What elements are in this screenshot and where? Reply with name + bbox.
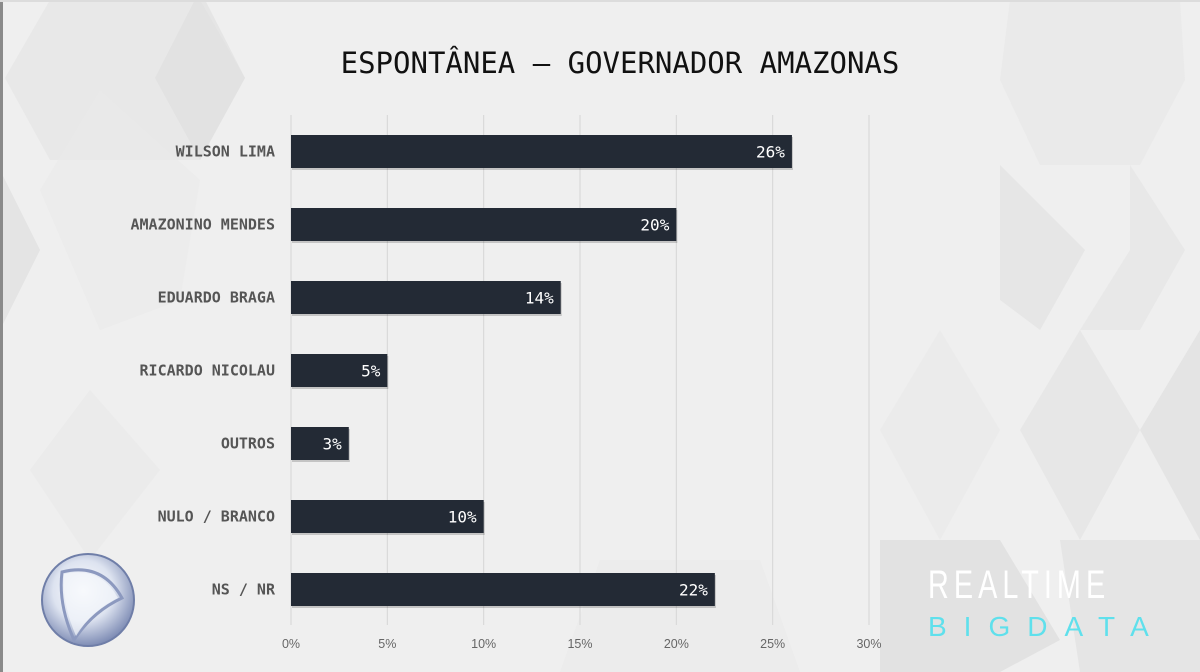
bar-value-label: 20% xyxy=(640,216,669,235)
category-label: RICARDO NICOLAU xyxy=(140,362,275,380)
bar xyxy=(291,208,677,241)
category-labels: WILSON LIMA AMAZONINO MENDES EDUARDO BRAGA… xyxy=(131,143,276,599)
record-globe-icon xyxy=(41,553,135,647)
x-tick-label: 30% xyxy=(856,637,881,651)
x-axis-ticks: 0% 5% 10% 15% 20% 25% 30% xyxy=(282,637,882,651)
bar-value-label: 5% xyxy=(361,362,381,381)
bar-value-label: 10% xyxy=(448,508,477,527)
x-tick-label: 15% xyxy=(567,637,592,651)
x-tick-label: 10% xyxy=(471,637,496,651)
category-label: NS / NR xyxy=(212,581,276,599)
bar xyxy=(291,135,792,168)
left-border xyxy=(0,0,3,672)
x-tick-label: 25% xyxy=(760,637,785,651)
chart-title: ESPONTÂNEA – GOVERNADOR AMAZONAS xyxy=(340,46,900,80)
x-tick-label: 20% xyxy=(664,637,689,651)
bar xyxy=(291,281,561,314)
category-label: AMAZONINO MENDES xyxy=(131,216,276,234)
bar-value-label: 22% xyxy=(679,581,708,600)
bar-value-label: 14% xyxy=(525,289,554,308)
realtime-logo-text: REALTIME xyxy=(928,563,1111,607)
category-label: NULO / BRANCO xyxy=(158,508,275,526)
category-label: EDUARDO BRAGA xyxy=(158,289,275,307)
bar xyxy=(291,500,484,533)
category-label: WILSON LIMA xyxy=(176,143,275,161)
bar xyxy=(291,354,388,387)
category-label: OUTROS xyxy=(221,435,275,453)
x-tick-label: 5% xyxy=(378,637,396,651)
bar-value-label: 26% xyxy=(756,143,785,162)
x-tick-label: 0% xyxy=(282,637,300,651)
bigdata-logo-text: BIGDATA xyxy=(928,611,1166,642)
bar xyxy=(291,427,349,460)
bar-value-label: 3% xyxy=(323,435,343,454)
top-border xyxy=(0,0,1200,2)
bars: 26% 20% 14% 5% 3% 10% 22% xyxy=(291,135,793,608)
bar xyxy=(291,573,715,606)
